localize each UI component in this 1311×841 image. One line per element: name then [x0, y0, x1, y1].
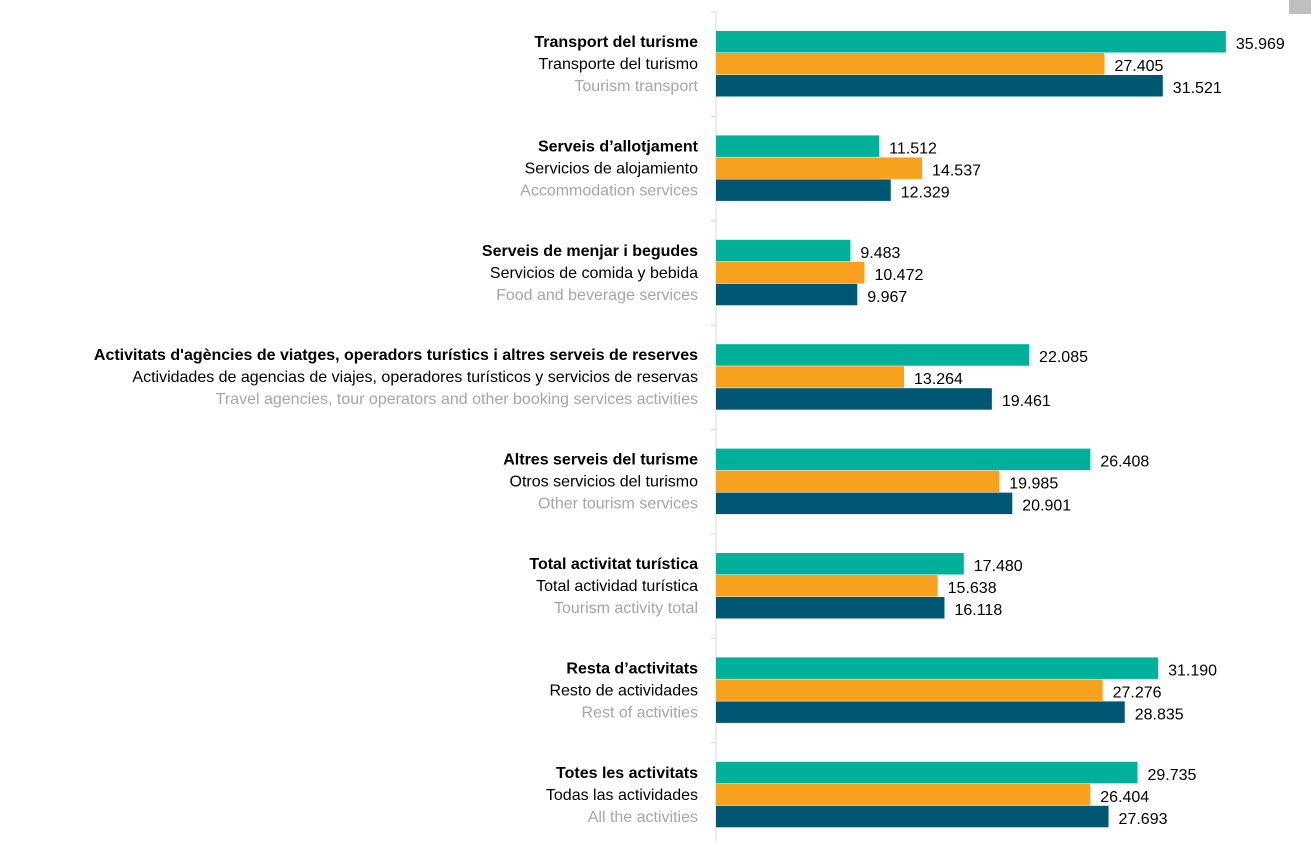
data-label: 9.483 — [860, 245, 900, 262]
data-label: 19.461 — [1002, 393, 1051, 410]
bar — [716, 492, 1013, 515]
y-tick-label: Resta d’activitats — [566, 660, 698, 677]
bar — [716, 448, 1091, 471]
bar — [716, 597, 945, 619]
y-tick-label: Tourism transport — [574, 78, 698, 95]
bar — [716, 388, 992, 410]
data-label: 31.521 — [1173, 80, 1222, 97]
data-label: 26.408 — [1100, 454, 1149, 471]
y-tick-label: Altres serveis del turisme — [503, 452, 698, 469]
y-tick-label: Servicios de comida y bebida — [490, 265, 698, 282]
data-label: 31.190 — [1168, 662, 1217, 679]
y-tick-label: All the activities — [588, 809, 698, 826]
data-label: 20.901 — [1022, 498, 1071, 515]
bar — [716, 657, 1159, 679]
y-tick-label: Serveis d’allotjament — [538, 138, 699, 155]
y-tick-label: Totes les activitats — [556, 765, 698, 782]
y-tick-label: Servicios de alojamiento — [525, 160, 699, 177]
bar — [716, 261, 865, 284]
data-label: 9.967 — [867, 289, 907, 306]
data-label: 13.264 — [914, 371, 963, 388]
data-label: 14.537 — [932, 162, 981, 179]
y-tick-label: Actividades de agencias de viajes, opera… — [132, 369, 698, 386]
bar — [716, 135, 880, 157]
y-tick-label: Total activitat turística — [529, 556, 698, 573]
data-label: 15.638 — [948, 580, 997, 597]
bar — [716, 75, 1163, 97]
y-tick-label: Rest of activities — [582, 704, 698, 721]
y-tick-label: Other tourism services — [538, 496, 698, 513]
corner-box — [1289, 0, 1311, 14]
bar — [716, 553, 964, 575]
bar — [716, 701, 1125, 723]
bar — [716, 783, 1091, 806]
data-label: 29.735 — [1147, 767, 1196, 784]
data-label: 12.329 — [901, 184, 950, 201]
data-label: 19.985 — [1009, 476, 1058, 493]
bar — [716, 470, 1000, 493]
data-label: 11.512 — [889, 140, 937, 157]
bar — [716, 53, 1105, 75]
bar — [716, 575, 938, 597]
bar — [716, 31, 1226, 53]
data-label: 27.405 — [1114, 58, 1163, 75]
bar — [716, 283, 858, 306]
bar — [716, 239, 851, 262]
data-label: 28.835 — [1135, 706, 1184, 723]
y-tick-label: Resto de actividades — [549, 682, 698, 699]
y-tick-label: Serveis de menjar i begudes — [482, 243, 698, 260]
y-tick-label: Food and beverage services — [496, 287, 698, 304]
y-tick-label: Todas las actividades — [546, 787, 698, 804]
bar — [716, 679, 1103, 701]
y-tick-label: Travel agencies, tour operators and othe… — [216, 391, 698, 408]
bar — [716, 157, 923, 179]
bar — [716, 344, 1030, 366]
data-label: 17.480 — [974, 558, 1023, 575]
bar — [716, 805, 1109, 828]
y-tick-label: Otros servicios del turismo — [510, 474, 699, 491]
y-tick-label: Accommodation services — [520, 182, 698, 199]
bar — [716, 366, 905, 388]
data-label: 35.969 — [1236, 36, 1285, 53]
data-label: 10.472 — [874, 267, 923, 284]
data-label: 22.085 — [1039, 349, 1088, 366]
data-label: 27.276 — [1113, 684, 1162, 701]
y-tick-label: Tourism activity total — [554, 600, 698, 617]
data-label: 16.118 — [954, 602, 1002, 619]
bar — [716, 761, 1138, 784]
y-tick-label: Total actividad turística — [536, 578, 698, 595]
y-tick-label: Activitats d'agències de viatges, operad… — [94, 347, 698, 364]
y-tick-label: Transport del turisme — [534, 34, 698, 51]
y-tick-label: Transporte del turismo — [539, 56, 699, 73]
bar — [716, 179, 891, 201]
data-label: 26.404 — [1100, 789, 1149, 806]
data-label: 27.693 — [1119, 811, 1168, 828]
